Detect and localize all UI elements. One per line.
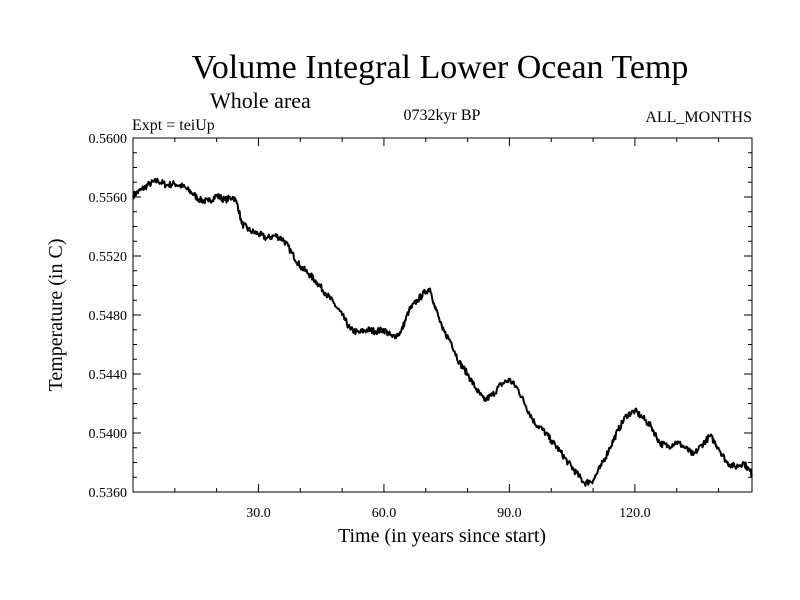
x-axis-label: Time (in years since start): [338, 525, 546, 547]
period-label: 0732kyr BP: [404, 107, 481, 124]
chart-subtitle: Whole area: [210, 88, 311, 113]
experiment-label: Expt = teiUp: [132, 117, 215, 134]
y-tick-label: 0.5480: [89, 309, 128, 324]
y-tick-label: 0.5600: [89, 132, 128, 147]
y-axis-label: Temperature (in C): [45, 239, 67, 392]
y-tick-label: 0.5440: [89, 368, 128, 383]
chart-title: Volume Integral Lower Ocean Temp: [192, 49, 689, 86]
months-label: ALL_MONTHS: [645, 109, 752, 126]
x-tick-label: 30.0: [246, 506, 271, 521]
temperature-series-line: [132, 177, 753, 487]
y-tick-label: 0.5560: [89, 191, 128, 206]
y-tick-label: 0.5360: [89, 486, 128, 501]
x-tick-label: 120.0: [619, 506, 651, 521]
x-tick-label: 90.0: [497, 506, 522, 521]
x-axis: 30.0 60.0 90.0 120.0: [174, 138, 720, 521]
y-tick-label: 0.5520: [89, 250, 128, 265]
y-tick-label: 0.5400: [89, 427, 128, 442]
x-tick-label: 60.0: [372, 506, 397, 521]
y-axis: 0.5360 0.5400 0.5440 0.5480 0.5520 0.5560 0.56…: [89, 132, 752, 501]
